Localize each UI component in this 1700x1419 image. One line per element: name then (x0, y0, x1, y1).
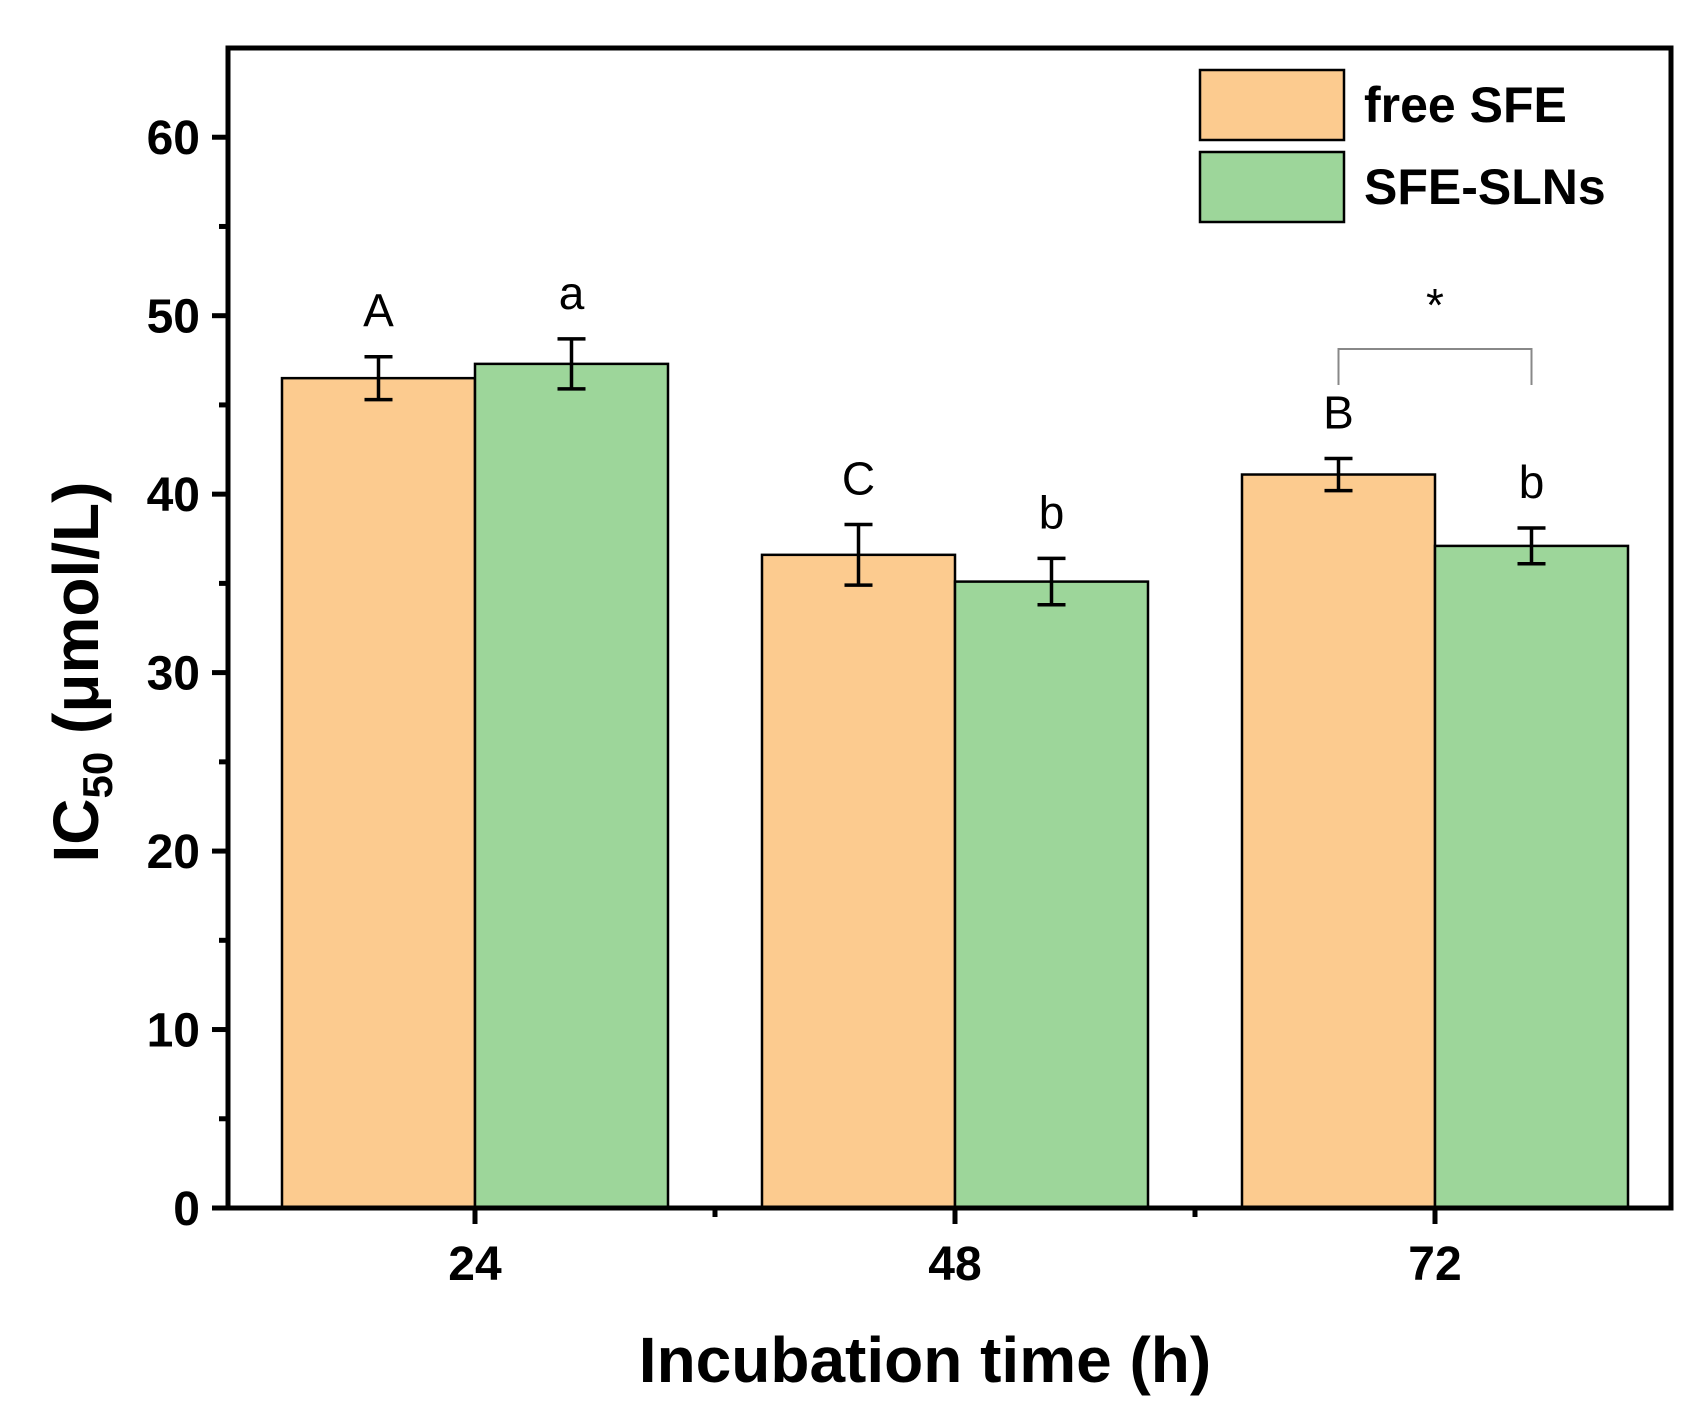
x-axis-ticks: 24 48 72 (448, 1208, 1462, 1291)
y-tick-label: 30 (147, 648, 200, 701)
legend: free SFE SFE-SLNs (1198, 68, 1606, 224)
bar-free-sfe-72 (1240, 473, 1437, 1210)
group-letter-sfe-slns-48: b (1039, 486, 1065, 538)
y-tick-label: 40 (147, 469, 200, 522)
x-tick-label: 24 (448, 1238, 502, 1291)
bracket-line (1337, 348, 1533, 385)
group-letter-free-sfe-48: C (842, 452, 875, 504)
y-tick-label: 20 (147, 826, 200, 879)
plot-frame (225, 45, 1674, 1211)
group-letter-free-sfe-72: B (1323, 386, 1354, 438)
error-bar-sfe-slns-72 (1517, 526, 1546, 566)
error-bar-sfe-slns-24 (557, 337, 586, 391)
error-bar-free-sfe-72 (1324, 456, 1353, 493)
significance-labels: A C Ba b b (363, 267, 1544, 539)
group-letter-sfe-slns-72: b (1519, 456, 1545, 508)
x-axis-title: Incubation time (h) (639, 1324, 1211, 1396)
y-tick-label: 60 (147, 112, 200, 165)
y-tick-label: 10 (147, 1005, 200, 1058)
error-bars (364, 337, 1546, 607)
significance-asterisk: * (1426, 279, 1444, 331)
error-bar-sfe-slns-48 (1037, 556, 1066, 607)
y-axis-title-unit: (μmol/L) (40, 482, 112, 752)
plot-area: A C Ba b b * 0 10 20 30 40 50 60 24 48 72 (147, 45, 1674, 1291)
error-bar-free-sfe-48 (844, 522, 873, 587)
legend-item-free-sfe: free SFE (1198, 68, 1567, 142)
legend-swatch (1198, 150, 1346, 224)
significance-bracket: * (1337, 279, 1533, 385)
y-axis-title-subscript: 50 (74, 752, 121, 799)
bar-sfe-slns-72 (1433, 544, 1630, 1210)
legend-label: free SFE (1364, 77, 1567, 133)
group-letter-sfe-slns-24: a (559, 267, 585, 319)
bar-free-sfe-24 (280, 376, 477, 1210)
y-axis-ticks: 0 10 20 30 40 50 60 (147, 112, 228, 1236)
error-bar-free-sfe-24 (364, 354, 393, 402)
bar-free-sfe-48 (760, 553, 957, 1210)
bar-sfe-slns-48 (953, 580, 1150, 1210)
bars (280, 362, 1630, 1210)
y-tick-label: 50 (147, 291, 200, 344)
y-axis-title: IC50 (μmol/L) (40, 482, 121, 863)
legend-label: SFE-SLNs (1364, 159, 1606, 215)
y-axis-title-main: IC (40, 798, 112, 862)
legend-swatch (1198, 68, 1346, 142)
group-letter-free-sfe-24: A (363, 285, 394, 337)
x-tick-label: 48 (928, 1238, 981, 1291)
y-tick-label: 0 (173, 1183, 200, 1236)
legend-item-sfe-slns: SFE-SLNs (1198, 150, 1606, 224)
bar-sfe-slns-24 (473, 362, 670, 1210)
x-tick-label: 72 (1408, 1238, 1461, 1291)
